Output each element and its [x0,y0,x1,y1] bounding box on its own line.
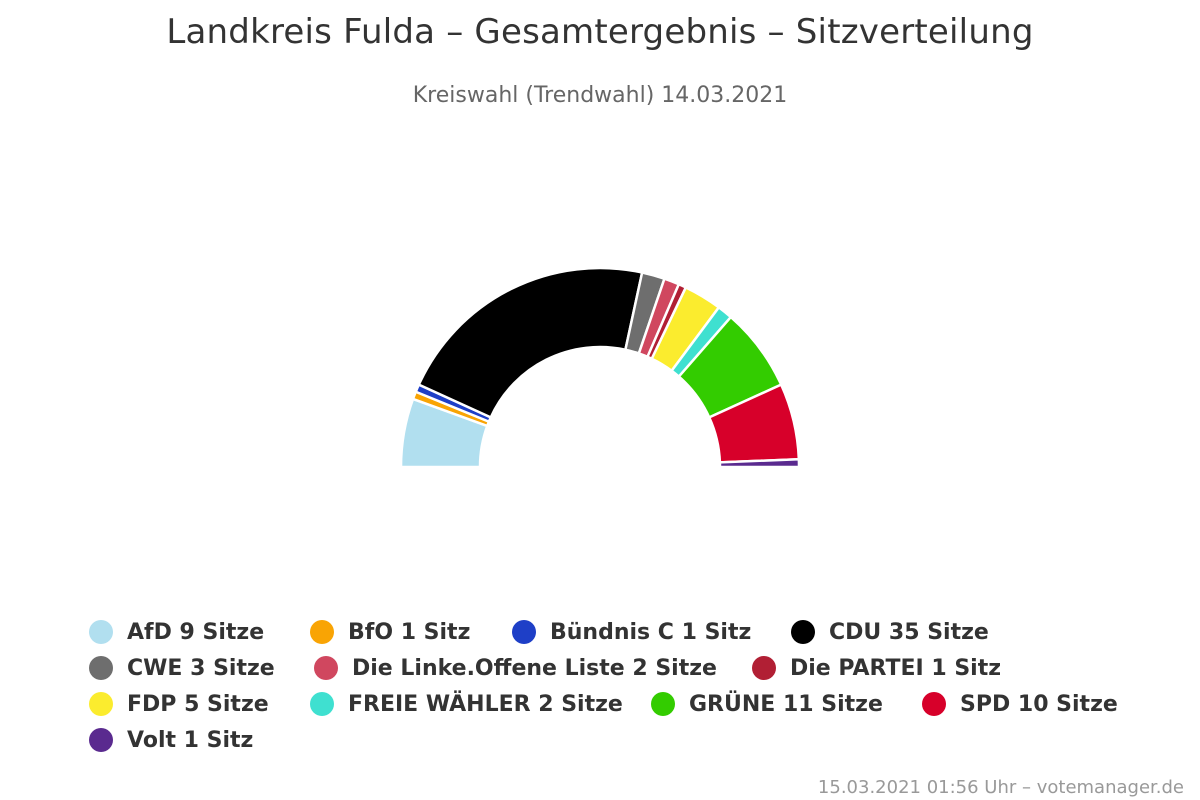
seat-distribution-chart [399,266,801,469]
legend-label: FREIE WÄHLER 2 Sitze [348,691,623,717]
legend-dot-icon [752,656,776,680]
legend-dot-icon [314,656,338,680]
legend-item-fdp[interactable]: FDP 5 Sitze [89,689,269,719]
legend-label: Volt 1 Sitz [127,727,254,753]
legend-item-die-partei[interactable]: Die PARTEI 1 Sitz [752,653,1001,683]
legend-label: CDU 35 Sitze [829,619,989,645]
legend-dot-icon [651,692,675,716]
legend-dot-icon [791,620,815,644]
legend-dot-icon [89,692,113,716]
legend-label: AfD 9 Sitze [127,619,265,645]
legend-label: Die Linke.Offene Liste 2 Sitze [352,655,717,681]
legend-item-bfo[interactable]: BfO 1 Sitz [310,617,470,647]
legend-dot-icon [512,620,536,644]
legend-dot-icon [89,728,113,752]
legend-item-grüne[interactable]: GRÜNE 11 Sitze [651,689,883,719]
legend-item-cwe[interactable]: CWE 3 Sitze [89,653,275,683]
legend-item-afd[interactable]: AfD 9 Sitze [89,617,264,647]
legend-item-cdu[interactable]: CDU 35 Sitze [791,617,989,647]
legend-dot-icon [922,692,946,716]
legend-label: Bündnis C 1 Sitz [550,619,752,645]
slice-volt[interactable] [718,458,801,469]
legend-dot-icon [310,692,334,716]
legend-label: GRÜNE 11 Sitze [689,691,883,717]
legend-item-die-linke-offene-liste[interactable]: Die Linke.Offene Liste 2 Sitze [314,653,717,683]
credits-text[interactable]: 15.03.2021 01:56 Uhr – votemanager.de [817,777,1184,798]
legend-item-freie-wähler[interactable]: FREIE WÄHLER 2 Sitze [310,689,623,719]
legend-label: Die PARTEI 1 Sitz [790,655,1002,681]
legend-dot-icon [89,620,113,644]
legend-dot-icon [89,656,113,680]
chart-subtitle: Kreiswahl (Trendwahl) 14.03.2021 [412,83,788,108]
legend-label: SPD 10 Sitze [960,691,1118,717]
slice-cdu[interactable] [417,266,644,419]
legend-item-spd[interactable]: SPD 10 Sitze [922,689,1118,719]
legend-label: CWE 3 Sitze [127,655,275,681]
legend-item-volt[interactable]: Volt 1 Sitz [89,725,253,755]
legend-item-bündnis-c[interactable]: Bündnis C 1 Sitz [512,617,751,647]
legend-label: FDP 5 Sitze [127,691,269,717]
chart-title: Landkreis Fulda – Gesamtergebnis – Sitzv… [166,12,1034,52]
legend-label: BfO 1 Sitz [348,619,471,645]
legend-dot-icon [310,620,334,644]
